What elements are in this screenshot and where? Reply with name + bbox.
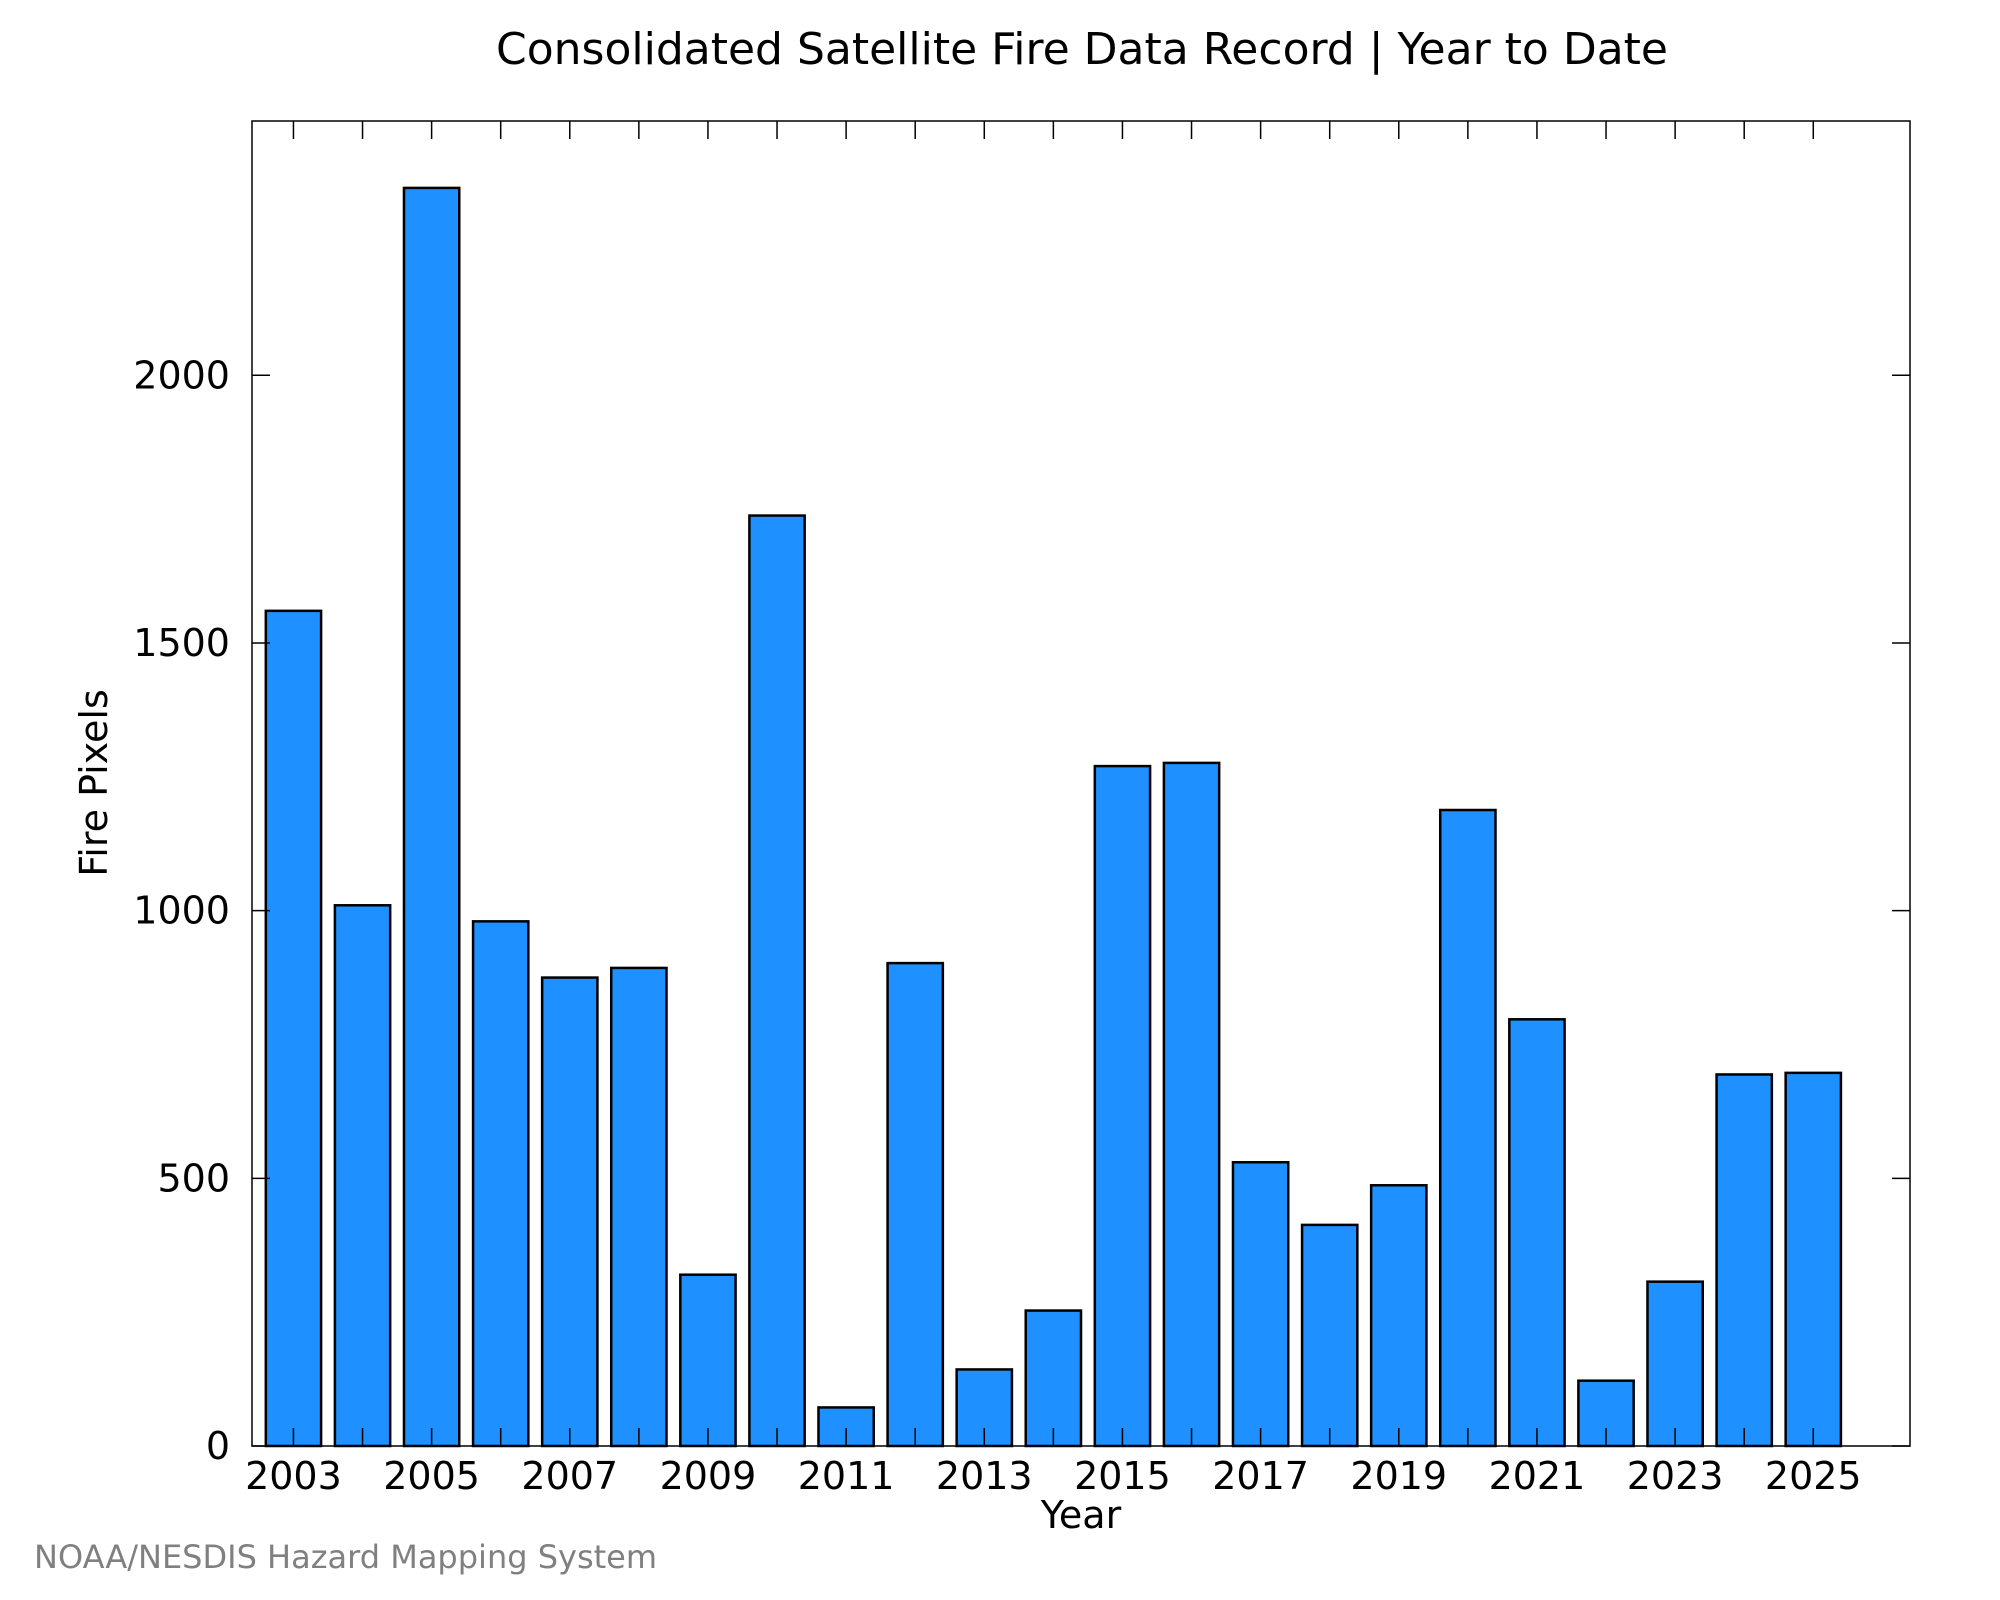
x-tick-label: 2003 bbox=[245, 1454, 342, 1498]
bar-2006 bbox=[471, 920, 530, 1448]
x-tick-label: 2009 bbox=[660, 1454, 757, 1498]
bar-2005 bbox=[402, 186, 461, 1448]
x-tick-label: 2013 bbox=[936, 1454, 1033, 1498]
bar-2007 bbox=[540, 976, 599, 1448]
bar-2025 bbox=[1784, 1071, 1843, 1448]
y-tick-label: 0 bbox=[206, 1424, 230, 1468]
bars-layer bbox=[264, 186, 1843, 1448]
y-tick-label: 2000 bbox=[133, 353, 230, 397]
bar-2003 bbox=[264, 609, 323, 1448]
x-tick-label: 2017 bbox=[1212, 1454, 1309, 1498]
x-axis-title: Year bbox=[1040, 1493, 1122, 1537]
bar-2015 bbox=[1093, 764, 1152, 1448]
x-tick-label: 2023 bbox=[1627, 1454, 1724, 1498]
ticks-layer bbox=[252, 121, 1910, 1447]
x-tick-label: 2015 bbox=[1074, 1454, 1171, 1498]
x-tick-label: 2005 bbox=[383, 1454, 480, 1498]
y-tick-labels: 0 500 1000 1500 2000 bbox=[133, 353, 230, 1468]
bar-2016 bbox=[1162, 761, 1221, 1448]
chart-title: Consolidated Satellite Fire Data Record … bbox=[496, 24, 1668, 75]
x-tick-label: 2011 bbox=[798, 1454, 895, 1498]
x-tick-label: 2019 bbox=[1350, 1454, 1447, 1498]
y-tick-label: 1500 bbox=[133, 621, 230, 665]
bar-2018 bbox=[1300, 1223, 1359, 1448]
x-tick-labels: 2003 2005 2007 2009 2011 2013 2015 2017 2019 2021… bbox=[245, 1454, 1862, 1498]
y-tick-label: 1000 bbox=[133, 889, 230, 933]
bar-2019 bbox=[1369, 1184, 1428, 1448]
bar-2014 bbox=[1024, 1309, 1083, 1448]
x-tick-label: 2021 bbox=[1489, 1454, 1586, 1498]
bar-2023 bbox=[1646, 1280, 1704, 1448]
y-axis-title: Fire Pixels bbox=[72, 689, 116, 877]
x-tick-label: 2007 bbox=[521, 1454, 618, 1498]
bar-2021 bbox=[1508, 1018, 1566, 1448]
x-tick-label: 2025 bbox=[1765, 1454, 1862, 1498]
bar-2008 bbox=[609, 966, 668, 1448]
bar-2017 bbox=[1231, 1161, 1290, 1448]
bar-2004 bbox=[333, 904, 392, 1448]
bar-2009 bbox=[679, 1273, 737, 1448]
plot-frame bbox=[251, 120, 1911, 1447]
bar-2020 bbox=[1438, 808, 1497, 1448]
bar-2010 bbox=[748, 514, 806, 1448]
bar-2012 bbox=[886, 961, 945, 1448]
y-tick-label: 500 bbox=[157, 1156, 230, 1200]
bar-2024 bbox=[1715, 1073, 1774, 1448]
credit-text: NOAA/NESDIS Hazard Mapping System bbox=[34, 1538, 657, 1576]
